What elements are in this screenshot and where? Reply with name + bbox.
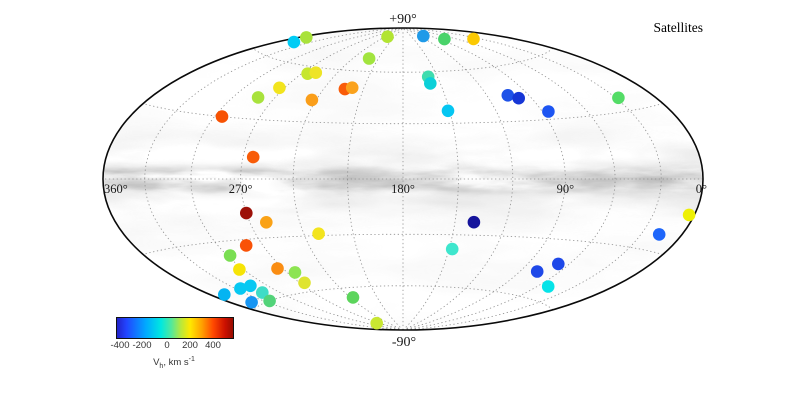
figure-title: Satellites — [653, 20, 704, 35]
south-pole-label: -90° — [392, 335, 416, 350]
graticule-line — [143, 103, 663, 125]
graticule-grid — [103, 27, 703, 331]
satellite-point — [445, 242, 459, 256]
longitude-label: 180° — [391, 182, 415, 196]
satellite-point — [223, 249, 237, 262]
satellite-point — [300, 31, 313, 44]
satellite-point — [288, 266, 302, 279]
velocity-colorbar: -400 -200 0 200 400 Vh, km s-1 — [96, 310, 256, 395]
satellite-points — [215, 29, 696, 330]
colorbar-tick: 200 — [182, 340, 198, 351]
satellite-point — [273, 81, 286, 95]
satellite-point — [305, 93, 319, 107]
satellite-point — [218, 288, 231, 301]
graticule-line — [402, 27, 616, 331]
satellite-point — [438, 32, 451, 46]
colorbar-axis-label: Vh, km s-1 — [104, 356, 244, 370]
satellite-point — [512, 91, 525, 105]
graticule-line — [143, 233, 663, 255]
satellite-point — [233, 263, 246, 276]
satellite-point — [215, 110, 229, 123]
units-text: , km s — [163, 357, 189, 369]
north-pole-label: +90° — [389, 12, 417, 27]
vh-subscript: h — [159, 363, 164, 371]
satellite-point — [441, 104, 455, 118]
satellite-point — [652, 228, 666, 241]
projection-boundary — [102, 27, 704, 331]
satellite-point — [530, 265, 544, 278]
satellite-point — [424, 77, 437, 90]
units-exponent: -1 — [188, 356, 195, 363]
satellite-point — [263, 294, 276, 308]
satellite-point — [467, 215, 481, 229]
longitude-label: 270° — [229, 182, 253, 196]
map-labels: +90° -90° 360° 270° 180° 90° 0° — [104, 12, 707, 350]
longitude-label: 360° — [104, 182, 128, 196]
graticule-line — [240, 27, 404, 331]
satellite-point — [346, 291, 360, 304]
satellite-point — [251, 91, 265, 104]
satellite-point — [501, 89, 515, 102]
colorbar-gradient — [116, 317, 234, 339]
satellite-point — [271, 262, 284, 275]
satellite-point — [612, 91, 625, 105]
satellite-point — [298, 276, 311, 290]
graticule-line — [144, 27, 404, 331]
satellite-point — [246, 150, 260, 164]
satellite-point — [255, 286, 269, 299]
colorbar-tick: 400 — [205, 340, 221, 351]
satellite-point — [552, 257, 565, 271]
satellite-point — [244, 279, 257, 293]
longitude-label: 90° — [557, 182, 575, 196]
colorbar-tick: -400 — [110, 340, 130, 351]
satellite-point — [239, 239, 253, 252]
satellite-point — [309, 66, 323, 79]
satellite-point — [542, 105, 555, 118]
vh-symbol: V — [153, 357, 160, 369]
colorbar-tick: -200 — [132, 340, 152, 351]
satellite-point — [682, 208, 696, 222]
longitude-label: 0° — [696, 182, 707, 196]
satellite-point — [245, 296, 258, 309]
satellite-point — [260, 216, 273, 229]
satellite-point — [370, 316, 384, 330]
satellite-point — [362, 52, 376, 65]
satellite-point — [240, 206, 253, 220]
satellite-point — [541, 280, 555, 293]
satellite-point — [234, 282, 247, 295]
satellite-point — [417, 29, 430, 43]
satellite-point — [312, 227, 325, 240]
satellite-point — [381, 30, 394, 43]
graticule-line — [292, 27, 404, 331]
satellite-point — [345, 81, 359, 94]
satellite-point — [287, 35, 301, 49]
satellite-point — [467, 32, 480, 46]
colorbar-tick: 0 — [164, 340, 170, 351]
